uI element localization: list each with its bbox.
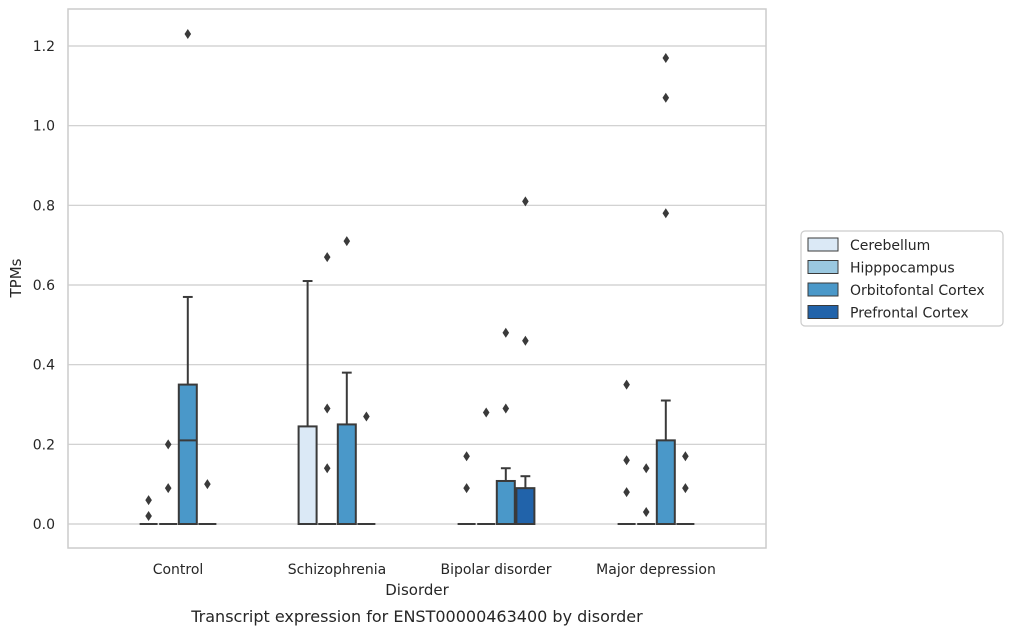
box-0-1 <box>297 280 318 525</box>
box-3-1 <box>357 411 376 525</box>
box-body <box>515 487 536 525</box>
outlier-point <box>682 451 689 462</box>
x-tick-label: Major depression <box>596 562 716 578</box>
box-1-0 <box>159 439 178 525</box>
y-tick-labels: 0.0 0.2 0.4 0.6 0.8 1.0 1.2 <box>33 39 55 533</box>
outlier-point <box>184 29 192 40</box>
box-0-2 <box>457 451 476 525</box>
outlier-point <box>323 403 331 414</box>
outlier-point <box>662 52 670 63</box>
outlier-point <box>343 236 351 247</box>
y-tick-label: 1.2 <box>33 39 55 55</box>
box-body <box>297 425 318 525</box>
outlier-point <box>662 208 670 219</box>
outlier-point <box>642 463 650 474</box>
box-body <box>655 439 676 526</box>
outlier-point <box>164 483 172 494</box>
x-tick-label: Bipolar disorder <box>440 562 551 578</box>
legend-box <box>800 230 1004 327</box>
box-2-3 <box>655 52 676 526</box>
outlier-point <box>522 335 529 346</box>
legend: Cerebellum Hipppocampus Orbitofontal Corte… <box>800 230 1004 327</box>
chart-caption: Transcript expression for ENST0000046340… <box>190 607 643 626</box>
legend-label: Cerebellum <box>850 238 930 254</box>
box-0-0 <box>139 495 158 525</box>
outlier-point <box>502 403 510 414</box>
box-body <box>336 423 357 526</box>
legend-label: Hipppocampus <box>850 261 955 277</box>
box-2-1 <box>336 236 357 526</box>
outlier-point <box>145 511 152 522</box>
outlier-point <box>164 439 172 450</box>
outlier-point <box>623 455 630 466</box>
y-tick-label: 0.2 <box>33 437 55 453</box>
box-3-3 <box>676 451 695 525</box>
legend-swatch <box>807 260 839 274</box>
outlier-point <box>323 252 331 263</box>
box-plots <box>139 29 695 526</box>
plot-border <box>67 8 767 549</box>
outlier-point <box>682 483 689 494</box>
box-1-1 <box>318 252 337 525</box>
legend-swatch <box>807 305 839 319</box>
y-tick-label: 0.0 <box>33 517 55 533</box>
x-tick-label: Schizophrenia <box>288 562 386 578</box>
box-0-3 <box>617 379 636 525</box>
outlier-point <box>463 451 470 462</box>
outlier-point <box>204 479 211 490</box>
y-tick-label: 0.6 <box>33 278 55 294</box>
box-3-0 <box>198 479 217 525</box>
outlier-point <box>463 483 470 494</box>
outlier-point <box>482 407 490 418</box>
outlier-point <box>502 327 510 338</box>
y-tick-label: 1.0 <box>33 119 55 135</box>
box-body <box>495 479 516 525</box>
box-3-2 <box>515 196 536 525</box>
outlier-point <box>623 487 630 498</box>
plot-frame <box>67 8 767 549</box>
box-body <box>177 383 198 525</box>
y-tick-label: 0.8 <box>33 198 55 214</box>
outlier-point <box>662 92 670 103</box>
legend-swatch <box>807 237 839 252</box>
x-tick-labels: Control Schizophrenia Bipolar disorder Majo… <box>153 562 716 578</box>
box-1-2 <box>477 407 496 525</box>
outlier-point <box>642 507 650 518</box>
legend-label: Orbitofontal Cortex <box>850 283 985 299</box>
outlier-point <box>623 379 630 390</box>
box-2-2 <box>495 327 516 525</box>
y-tick-label: 0.4 <box>33 358 55 374</box>
legend-label: Prefrontal Cortex <box>850 306 969 322</box>
outlier-point <box>323 463 331 474</box>
x-axis-title: Disorder <box>385 581 449 599</box>
box-1-3 <box>637 463 656 525</box>
legend-swatch <box>807 282 839 297</box>
outlier-point <box>522 196 529 207</box>
x-tick-label: Control <box>153 562 204 578</box>
outlier-point <box>363 411 370 422</box>
outlier-point <box>145 495 152 506</box>
box-2-0 <box>177 29 198 525</box>
y-axis-title: TPMs <box>7 258 25 298</box>
